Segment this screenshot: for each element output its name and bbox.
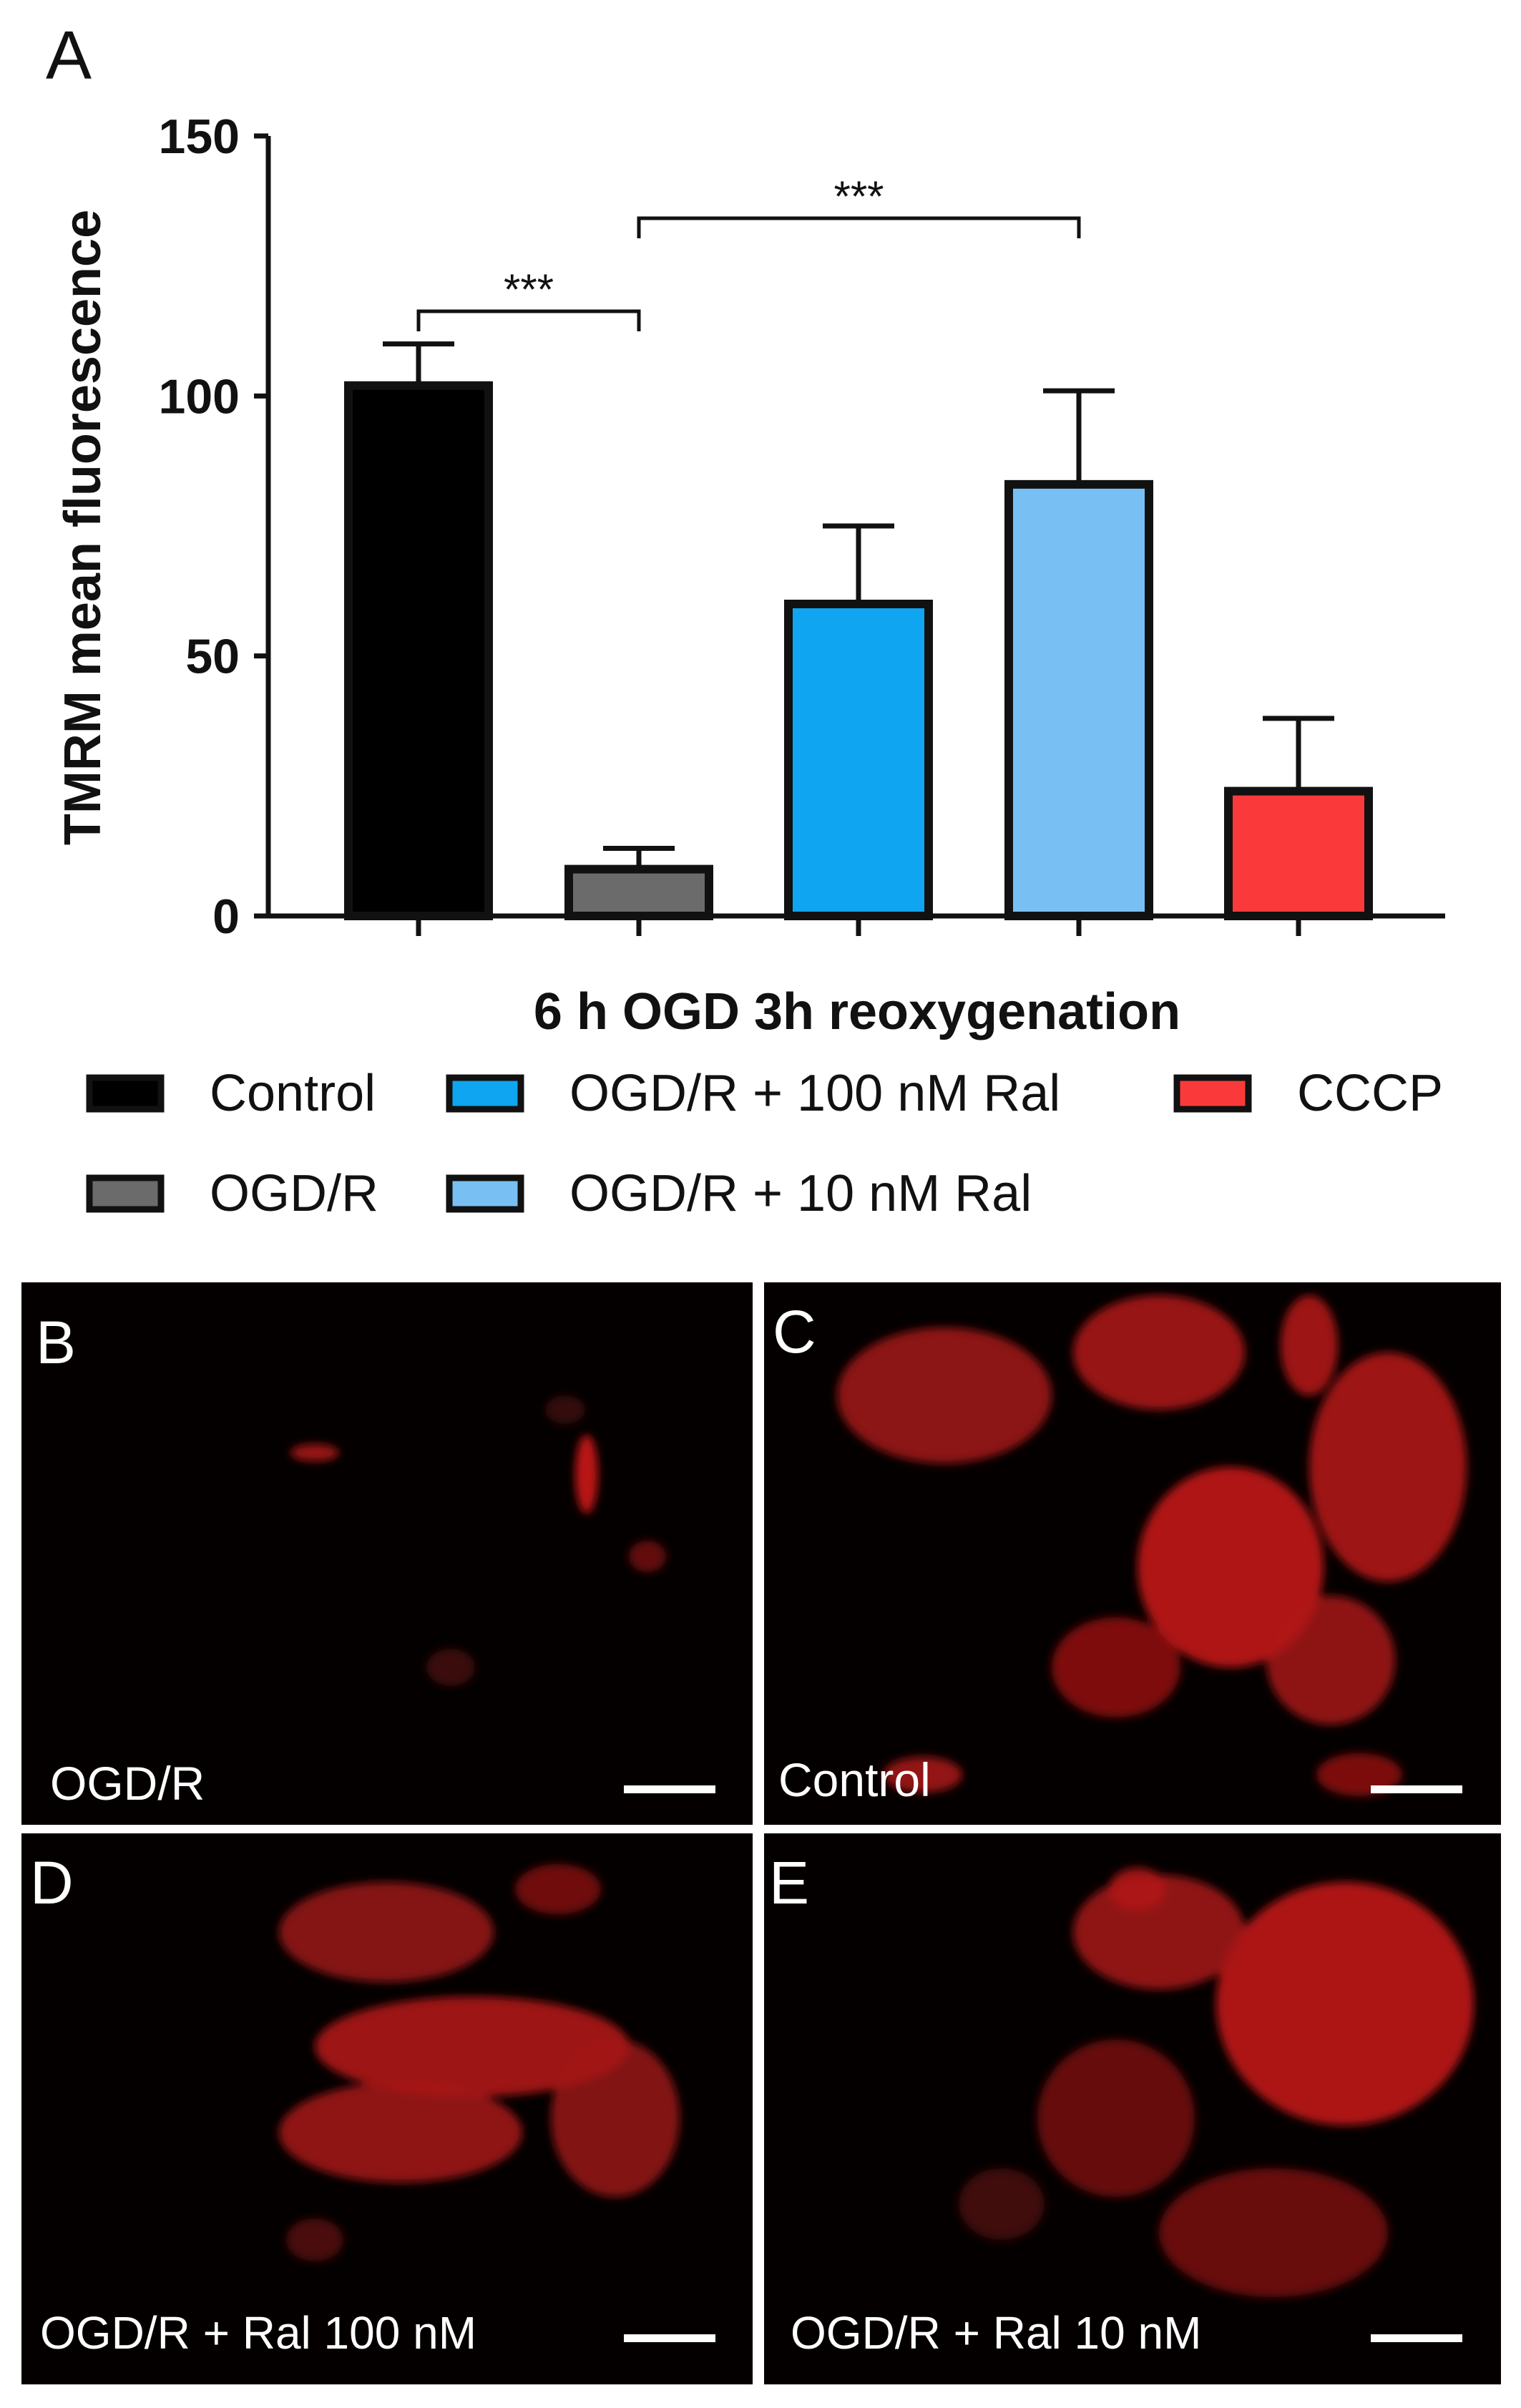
bar [344,381,493,920]
cell [426,1649,475,1686]
legend: Control OGD/R + 100 nM Ral CCCP OGD/R OGD/R … [86,1065,1443,1222]
legend-label: CCCP [1297,1065,1443,1122]
cell-cluster [1266,1596,1395,1725]
bars [344,341,1373,936]
y-tick-label: 150 [159,109,240,164]
panel-letter-c: C [773,1298,816,1365]
significance-label: *** [504,265,554,313]
legend-swatch [446,1174,524,1213]
legend-swatch [446,1074,524,1113]
y-tick-label: 0 [212,889,240,944]
panel-letter-a: A [46,17,92,94]
x-axis-title: 6 h OGD 3h reoxygenation [534,983,1180,1040]
micrograph-label: OGD/R [50,1757,205,1810]
cell [884,1757,962,1793]
legend-label: OGD/R [210,1165,378,1222]
scale-bar [624,2334,715,2342]
y-axis-title: TMRM mean fluorescence [54,210,112,845]
micrograph-panel-b: B OGD/R [21,1282,753,1825]
scale-bar [1371,1785,1462,1793]
cell-cluster [551,2039,680,2197]
significance-brackets: *** *** [416,172,1081,331]
scale-bar [624,1785,715,1793]
legend-label: Control [210,1065,376,1122]
cell-cluster [1216,1882,1474,2125]
legend-swatch [86,1174,165,1213]
bar [1004,479,1153,920]
cell-cluster [1159,2168,1388,2297]
cell-cluster [315,1997,630,2097]
micrograph-label: Control [778,1753,931,1806]
bar [1224,786,1373,920]
cell-cluster [279,2082,522,2183]
bar [784,600,933,920]
legend-label: OGD/R + 100 nM Ral [569,1065,1060,1122]
panel-letter-b: B [36,1309,76,1376]
significance-bracket [637,216,1081,238]
cell [286,2218,343,2261]
cell-fluorescence [959,1868,1474,2297]
cell [1281,1295,1338,1395]
legend-swatch [86,1074,165,1113]
cell-cluster [1309,1352,1467,1581]
y-tick-label: 50 [185,630,240,684]
panel-letter-e: E [769,1849,809,1916]
significance-bracket [416,309,641,331]
micrograph-label: OGD/R + Ral 100 nM [40,2307,476,2359]
micrograph-label: OGD/R + Ral 10 nM [791,2307,1201,2359]
cell-fluorescence [837,1295,1467,1796]
cell [575,1435,598,1513]
micrograph-panel-d: D OGD/R + Ral 100 nM [21,1833,753,2384]
cell-cluster [1073,1295,1245,1410]
scale-bar [1371,2334,1462,2342]
cell-fluorescence [279,1864,680,2261]
cell [515,1864,601,1914]
legend-swatch [1173,1074,1252,1113]
micrograph-panel-e: E OGD/R + Ral 10 nM [764,1833,1501,2384]
legend-label: OGD/R + 10 nM Ral [569,1165,1032,1222]
cell [1109,1868,1166,1911]
cell-cluster [1052,1617,1180,1717]
significance-label: *** [833,172,884,220]
cell-cluster [1073,1875,1245,1989]
cell-cluster [1037,2039,1195,2197]
cell [290,1444,339,1461]
cell [959,2168,1045,2240]
micrograph-panel-c: C Control [764,1282,1501,1825]
cell-cluster [837,1327,1052,1463]
cell-cluster [279,1882,494,1982]
cell [545,1395,585,1424]
y-tick-label: 100 [159,369,240,424]
cell-cluster [1138,1467,1324,1667]
cell [629,1541,666,1572]
panel-letter-d: D [30,1849,74,1916]
cell-fluorescence [290,1395,666,1686]
y-axis-ticks: 0 50 100 150 [159,109,268,944]
bar [564,864,713,920]
